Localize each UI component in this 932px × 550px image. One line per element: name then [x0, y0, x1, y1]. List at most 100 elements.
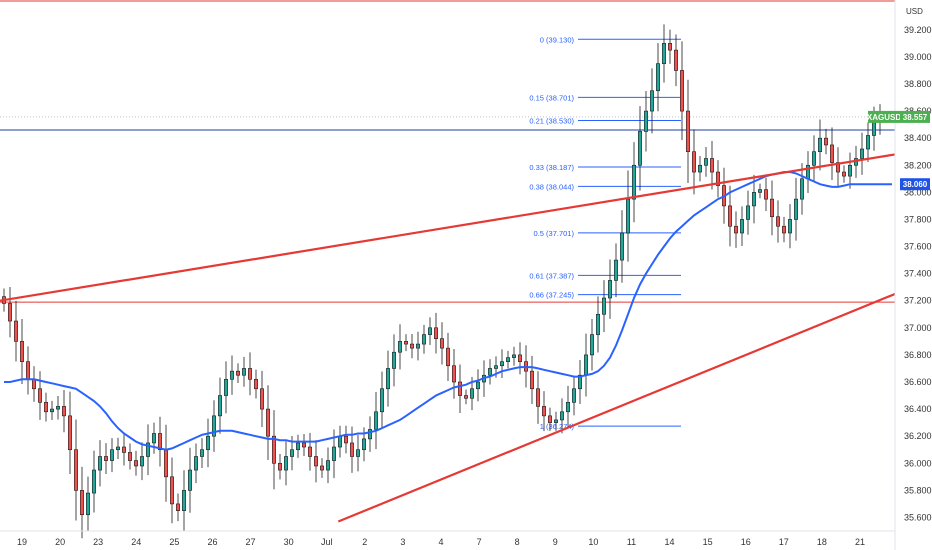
candle-body	[494, 365, 498, 369]
candle-body	[560, 411, 564, 421]
candle-body	[236, 370, 240, 376]
candle-body	[644, 110, 648, 132]
candle-body	[650, 90, 654, 112]
candle-body	[608, 280, 612, 299]
candle-body	[698, 164, 702, 173]
fib-level-label: 0.61 (37.387)	[529, 271, 574, 280]
candle-body	[266, 408, 270, 437]
candle-body	[554, 419, 558, 423]
candle-body	[710, 158, 714, 173]
candle-body	[800, 178, 804, 200]
candle-body	[674, 49, 678, 71]
candle-body	[368, 429, 372, 440]
time-tick-label: 9	[553, 537, 558, 547]
candle-body	[380, 388, 384, 413]
candle-body	[224, 378, 228, 396]
candle-body	[218, 395, 222, 417]
price-tick-label: 38.800	[904, 79, 932, 89]
time-tick-label: 15	[703, 537, 713, 547]
candle-body	[296, 442, 300, 451]
candle-body	[158, 433, 162, 451]
candle-body	[170, 476, 174, 505]
candle-body	[260, 388, 264, 410]
candle-body	[770, 198, 774, 218]
candle-body	[110, 449, 114, 461]
candle-body	[272, 435, 276, 464]
candle-body	[458, 381, 462, 396]
candle-body	[434, 327, 438, 339]
candle-body	[14, 320, 18, 342]
price-tick-label: 37.400	[904, 269, 932, 279]
candle-body	[338, 435, 342, 448]
time-tick-label: 17	[779, 537, 789, 547]
candle-body	[20, 341, 24, 362]
candle-body	[206, 435, 210, 451]
candle-body	[8, 303, 12, 322]
time-tick-label: 21	[855, 537, 865, 547]
candle-body	[830, 144, 834, 163]
candle-body	[152, 433, 156, 444]
candle-body	[116, 446, 120, 451]
candle-body	[56, 406, 60, 410]
candle-body	[578, 374, 582, 390]
candle-body	[284, 456, 288, 471]
candle-body	[440, 338, 444, 349]
candle-body	[98, 456, 102, 471]
time-tick-label: 10	[588, 537, 598, 547]
time-tick-label: 20	[55, 537, 65, 547]
time-tick-label: 24	[131, 537, 141, 547]
time-tick-label: 25	[169, 537, 179, 547]
fib-level-label: 1 (36.274)	[540, 422, 575, 431]
time-tick-label: 27	[246, 537, 256, 547]
candle-body	[362, 438, 366, 451]
price-tick-label: 38.000	[904, 187, 932, 197]
candle-body	[62, 406, 66, 417]
price-tick-label: 37.800	[904, 214, 932, 224]
candle-body	[626, 198, 630, 234]
candle-body	[26, 361, 30, 380]
price-badges: XAGUSD 38.557 38.060	[867, 110, 930, 191]
fib-level-label: 0.15 (38.701)	[529, 93, 574, 102]
fibonacci-retracement[interactable]: 0 (39.130) 0.15 (38.701) 0.21 (38.530) 0.33…	[529, 35, 681, 431]
candle-body	[200, 449, 204, 457]
candle-body	[572, 388, 576, 403]
candle-body	[122, 446, 126, 453]
candle-body	[464, 395, 468, 399]
candle-body	[764, 189, 768, 200]
candle-body	[776, 216, 780, 227]
candle-body	[788, 219, 792, 234]
time-tick-label: 14	[665, 537, 675, 547]
time-tick-label: 23	[93, 537, 103, 547]
price-tick-label: 35.600	[904, 512, 932, 522]
candle-body	[806, 164, 810, 180]
candle-body	[332, 446, 336, 461]
candle-body	[86, 492, 90, 516]
price-tick-label: 36.200	[904, 431, 932, 441]
time-tick-label: 30	[284, 537, 294, 547]
candle-body	[128, 452, 132, 461]
last-price-badge-text: 38.557	[903, 113, 928, 122]
time-tick-label: 18	[817, 537, 827, 547]
candle-body	[842, 171, 846, 177]
symbol-badge-text: XAGUSD	[867, 113, 901, 122]
trendline	[0, 153, 896, 302]
time-tick-label: 7	[477, 537, 482, 547]
moving-average-series	[4, 171, 892, 451]
time-axis[interactable]: 19 20 23 24 25 26 27 30 Jul 2 3 4 7 8 9 10 11 14 15 16 17 18 2…	[17, 537, 865, 547]
candlestick-series	[2, 24, 882, 539]
price-tick-label: 37.000	[904, 323, 932, 333]
symbol-badge	[868, 110, 900, 123]
candle-body	[668, 43, 672, 51]
candle-body	[872, 121, 876, 136]
candle-body	[92, 469, 96, 494]
price-tick-label: 35.800	[904, 485, 932, 495]
candle-body	[818, 137, 822, 153]
candle-body	[728, 205, 732, 227]
trendlines[interactable]	[0, 153, 896, 523]
candle-body	[512, 354, 516, 358]
candle-body	[866, 135, 870, 150]
candle-body	[758, 189, 762, 193]
candle-body	[548, 415, 552, 423]
